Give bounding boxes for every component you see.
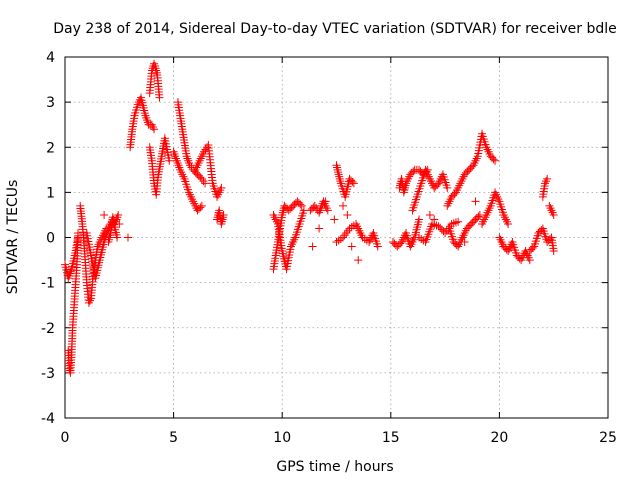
- data-point: [542, 177, 551, 186]
- data-point: [425, 210, 434, 219]
- x-tick-label: 5: [169, 430, 178, 446]
- data-point: [219, 210, 228, 219]
- y-tick-label: -2: [41, 321, 55, 337]
- y-tick-label: -3: [41, 366, 55, 382]
- x-tick-label: 25: [599, 430, 617, 446]
- data-point: [196, 203, 205, 212]
- data-point: [333, 163, 342, 172]
- data-point: [349, 179, 358, 188]
- data-point: [437, 225, 446, 234]
- y-tick-label: 4: [46, 50, 55, 66]
- data-point: [332, 161, 341, 170]
- data-point: [308, 242, 317, 251]
- data-point: [295, 219, 304, 228]
- y-axis-label: SDTVAR / TECUs: [5, 180, 21, 295]
- data-point: [150, 125, 159, 134]
- data-point: [525, 256, 534, 265]
- data-point: [439, 227, 448, 236]
- data-point: [113, 233, 122, 242]
- data-point: [85, 296, 94, 305]
- x-tick-label: 15: [382, 430, 400, 446]
- data-point: [343, 210, 352, 219]
- data-point: [528, 244, 537, 253]
- data-point: [334, 170, 343, 179]
- data-point: [547, 206, 556, 215]
- data-point: [100, 210, 109, 219]
- data-point: [201, 179, 210, 188]
- data-point: [334, 168, 343, 177]
- data-point: [271, 215, 280, 224]
- data-point: [443, 183, 452, 192]
- data-point: [74, 228, 83, 237]
- data-point: [330, 215, 339, 224]
- data-point: [152, 68, 161, 77]
- data-point: [155, 93, 164, 102]
- data-point: [297, 201, 306, 210]
- data-point: [436, 223, 445, 232]
- y-tick-label: 2: [46, 140, 55, 156]
- x-axis-label: GPS time / hours: [276, 459, 393, 475]
- data-point: [471, 156, 480, 165]
- data-point: [115, 219, 124, 228]
- data-point: [333, 165, 342, 174]
- data-point: [373, 242, 382, 251]
- data-point: [335, 172, 344, 181]
- data-point: [460, 238, 469, 247]
- data-point: [434, 222, 443, 231]
- y-tick-label: -1: [41, 276, 55, 292]
- y-tick-label: -4: [41, 411, 55, 427]
- data-point: [474, 212, 483, 221]
- data-point: [347, 242, 356, 251]
- grid: [65, 57, 608, 418]
- data-point: [501, 215, 510, 224]
- data-point: [489, 155, 498, 164]
- data-point: [471, 197, 480, 206]
- data-point: [323, 206, 332, 215]
- data-point: [497, 238, 506, 247]
- x-tick-label: 0: [61, 430, 70, 446]
- data-point: [315, 224, 324, 233]
- data-point: [484, 147, 493, 156]
- data-point: [217, 183, 226, 192]
- data-point: [451, 218, 460, 227]
- data-point: [445, 197, 454, 206]
- data-point: [409, 167, 418, 176]
- axis-ticks: 0 5 10 15 20 25 -4 -3 -2 -1 0 1 2 3 4: [41, 50, 617, 446]
- data-point: [549, 210, 558, 219]
- data-point: [491, 156, 500, 165]
- data-point: [335, 174, 344, 183]
- data-point: [354, 256, 363, 265]
- data-point: [504, 219, 513, 228]
- data-point: [543, 174, 552, 183]
- data-point: [114, 210, 123, 219]
- chart-title: Day 238 of 2014, Sidereal Day-to-day VTE…: [53, 21, 617, 37]
- data-point: [348, 177, 357, 186]
- y-tick-label: 0: [46, 231, 55, 247]
- data-point: [336, 177, 345, 186]
- data-point: [415, 215, 424, 224]
- x-tick-label: 20: [490, 430, 508, 446]
- data-point: [165, 156, 174, 165]
- data-point: [289, 238, 298, 247]
- data-point: [150, 59, 159, 68]
- y-tick-label: 3: [46, 95, 55, 111]
- data-point: [549, 247, 558, 256]
- data-point: [296, 200, 305, 209]
- x-tick-label: 10: [273, 430, 291, 446]
- data-point: [430, 215, 439, 224]
- data-point: [321, 197, 330, 206]
- data-point: [123, 233, 132, 242]
- data-points: [61, 59, 558, 377]
- data-point: [279, 204, 288, 213]
- data-point: [339, 201, 348, 210]
- y-tick-label: 1: [46, 185, 55, 201]
- data-point: [454, 217, 463, 226]
- data-point: [197, 201, 206, 210]
